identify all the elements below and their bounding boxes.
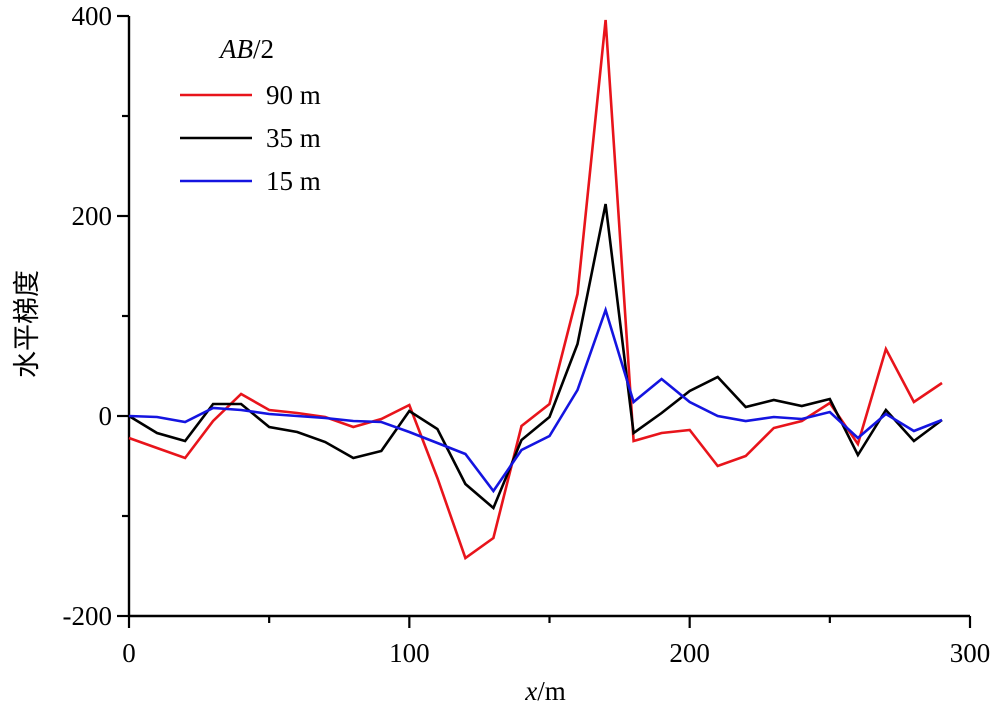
legend-title-variable: AB [218, 34, 253, 64]
y-tick-label: -200 [63, 601, 113, 631]
series-lines [128, 19, 943, 561]
x-axis-label-variable: x [524, 676, 537, 706]
y-tick-label: 0 [99, 401, 113, 431]
legend: AB/2 90 m 35 m 15 m [180, 34, 321, 196]
x-tick-label: 200 [669, 638, 710, 668]
x-axis-label-unit: /m [537, 676, 566, 706]
y-axis-label: 水平梯度 [12, 270, 42, 378]
legend-label: 35 m [266, 123, 321, 153]
series-line-35-m [128, 203, 943, 511]
legend-label: 15 m [266, 166, 321, 196]
x-tick-label: 300 [950, 638, 991, 668]
series-line-90-m [128, 19, 943, 561]
x-tick-label: 0 [122, 638, 136, 668]
legend-title: AB/2 [218, 34, 274, 64]
x-tick-label: 100 [389, 638, 430, 668]
legend-label: 90 m [266, 80, 321, 110]
y-tick-label: 400 [72, 1, 113, 31]
axes: -200 0 200 400 0 100 200 300 [63, 1, 991, 668]
series-line-15-m [128, 305, 943, 494]
x-axis-label: x/m [524, 676, 566, 706]
legend-title-suffix: /2 [253, 34, 274, 64]
y-tick-label: 200 [72, 201, 113, 231]
